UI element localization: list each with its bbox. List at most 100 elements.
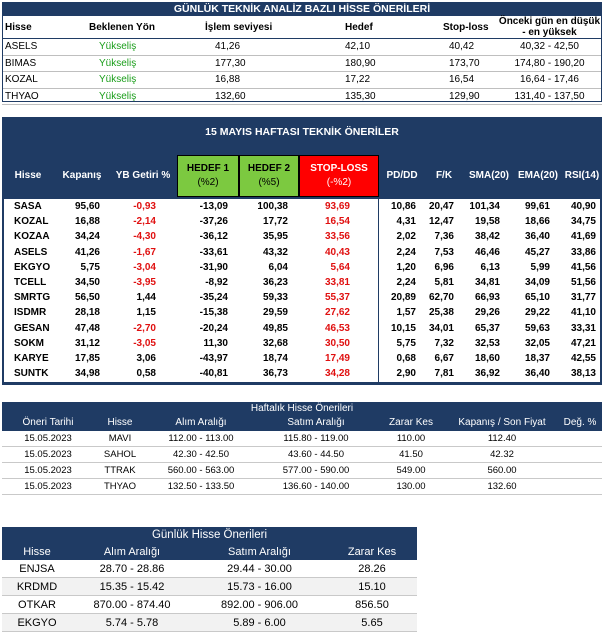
cell-stop: 173,70: [413, 55, 497, 72]
cell-symbol: GESAN: [14, 322, 50, 334]
cell-rsi: 31,77: [570, 292, 596, 304]
daily-technical-title: GÜNLÜK TEKNİK ANALİZ BAZLI HİSSE ÖNERİLE…: [2, 2, 602, 16]
cell-symbol: ASELS: [14, 246, 48, 258]
cell-ema: 34,09: [524, 277, 550, 288]
cell-direction: Yükseliş: [77, 71, 187, 89]
cell-stop: 5.65: [361, 617, 383, 629]
table-row: KARYE 17,85 3,06 -43,97 18,74 17,49 0,68 6,67 18…: [4, 351, 600, 366]
col-header-close: Kapanış / Son Fiyat: [458, 417, 546, 428]
cell-stop: 34,28: [324, 368, 350, 380]
daily-picks-header: Hisse Alım Aralığı Satım Aralığı Zarar K…: [2, 544, 417, 560]
table-row: OTKAR 870.00 - 874.40 892.00 - 906.00 856.5…: [2, 596, 417, 614]
cell-t2: 100,38: [257, 201, 288, 212]
cell-t2: 49,85: [262, 322, 288, 334]
cell-rsi: 41,56: [570, 261, 596, 273]
cell-stop: 16,54: [413, 71, 497, 89]
cell-stop: 33,81: [324, 277, 350, 288]
cell-buy: 560.00 - 563.00: [167, 465, 235, 476]
cell-close: 17,85: [74, 353, 100, 364]
cell-ema: 36,40: [524, 231, 550, 243]
cell-symbol: ENJSA: [19, 563, 55, 575]
cell-sma: 38,42: [474, 231, 500, 243]
cell-symbol: THYAO: [2, 88, 77, 105]
cell-direction: Yükseliş: [77, 88, 187, 105]
cell-stop: 5,64: [330, 261, 350, 273]
cell-t1: -15,38: [199, 307, 228, 319]
cell-t1: -40,81: [199, 368, 228, 380]
cell-sell: 136.60 - 140.00: [282, 481, 350, 492]
table-row: 15.05.2023 MAVI 112.00 - 113.00 115.80 - 11…: [2, 431, 602, 447]
cell-sma: 6,13: [480, 261, 500, 273]
cell-pd-dd: 20,89: [390, 292, 416, 304]
cell-t2: 29,59: [262, 307, 288, 319]
cell-ema: 29,22: [524, 307, 550, 319]
cell-ema: 36,40: [524, 368, 550, 380]
cell-t1: -31,90: [199, 261, 228, 273]
cell-stop: 110.00: [396, 433, 426, 444]
table-row: EKGYO 5,75 -3,04 -31,90 6,04 5,64 1,20 6,96 6,13…: [4, 260, 600, 275]
cell-ytd: -3,04: [133, 261, 156, 273]
cell-ema: 59,63: [524, 322, 550, 334]
cell-stop: 30,50: [324, 337, 350, 349]
cell-t2: 36,73: [262, 368, 288, 380]
col-header-symbol: Hisse: [23, 546, 51, 558]
cell-close: 16,88: [74, 216, 100, 228]
cell-close: 56,50: [74, 292, 100, 304]
weekly-picks-title: Haftalık Hisse Önerileri: [2, 402, 602, 415]
cell-stop: 55,37: [324, 292, 350, 304]
col-header-stop: Zarar Kes: [389, 417, 433, 428]
col-header-fk: F/K: [435, 170, 453, 181]
cell-t1: -33,61: [199, 246, 228, 258]
cell-ytd: 0,58: [136, 368, 156, 380]
col-header-ytd-return: YB Getiri %: [115, 170, 171, 181]
cell-buy: 132.50 - 133.50: [167, 481, 235, 492]
cell-t1: -13,09: [199, 201, 228, 212]
table-row: GESAN 47,48 -2,70 -20,24 49,85 46,53 10,15 34,0…: [4, 321, 600, 336]
cell-sma: 19,58: [474, 216, 500, 228]
cell-ytd: 3,06: [136, 353, 156, 364]
cell-level: 41,26: [187, 38, 305, 56]
cell-buy: 15.35 - 15.42: [99, 581, 165, 593]
cell-sma: 36,92: [474, 368, 500, 380]
cell-stop: 28.26: [358, 563, 386, 575]
cell-symbol: SOKM: [14, 337, 44, 349]
cell-symbol: ASELS: [2, 38, 77, 56]
table-row: ISDMR 28,18 1,15 -15,38 29,59 27,62 1,57 25,38 2…: [4, 305, 600, 320]
weekly-picks-table: Haftalık Hisse Önerileri Öneri Tarihi Hi…: [2, 402, 602, 495]
cell-fk: 25,38: [428, 307, 454, 319]
cell-sell: 892.00 - 906.00: [220, 599, 299, 611]
cell-chg: [558, 447, 602, 463]
cell-stop: 27,62: [324, 307, 350, 319]
cell-close: 34,50: [74, 277, 100, 288]
cell-date: 15.05.2023: [24, 449, 72, 460]
col-header-close: Kapanış: [62, 170, 102, 181]
cell-stop: 46,53: [324, 322, 350, 334]
cell-rsi: 33,31: [570, 322, 596, 334]
cell-date: 15.05.2023: [24, 433, 72, 444]
cell-stop: 856.50: [355, 599, 389, 611]
col-header-ema: EMA(20): [517, 170, 558, 181]
cell-rsi: 38,13: [570, 368, 596, 380]
cell-range: 40,32 - 42,50: [497, 38, 602, 56]
cell-ytd: -4,30: [133, 231, 156, 243]
cell-symbol: SMRTG: [14, 292, 51, 304]
cell-sma: 32,53: [474, 337, 500, 349]
cell-sma: 29,26: [474, 307, 500, 319]
cell-symbol: TCELL: [14, 277, 47, 288]
col-header-symbol: Hisse: [107, 417, 133, 428]
cell-buy: 28.70 - 28.86: [99, 563, 165, 575]
table-row: THYAO Yükseliş 132,60 135,30 129,90 131,40 - …: [2, 88, 602, 105]
col-header-level: İşlem seviyesi: [187, 16, 305, 39]
cell-symbol: KRDMD: [16, 581, 58, 593]
cell-symbol: KARYE: [14, 353, 49, 364]
col-header-rsi: RSI(14): [564, 170, 600, 181]
cell-sma: 65,37: [474, 322, 500, 334]
cell-ema: 45,27: [524, 246, 550, 258]
col-header-symbol: Hisse: [14, 170, 42, 181]
table-row: KOZAL 16,88 -2,14 -37,26 17,72 16,54 4,31 12,47…: [4, 214, 600, 229]
cell-fk: 7,53: [434, 246, 454, 258]
cell-t2: 18,74: [262, 353, 288, 364]
col-header-buy-range: Alım Aralığı: [175, 417, 227, 428]
cell-range: 131,40 - 137,50: [497, 88, 602, 105]
cell-stop: 40,43: [324, 246, 350, 258]
